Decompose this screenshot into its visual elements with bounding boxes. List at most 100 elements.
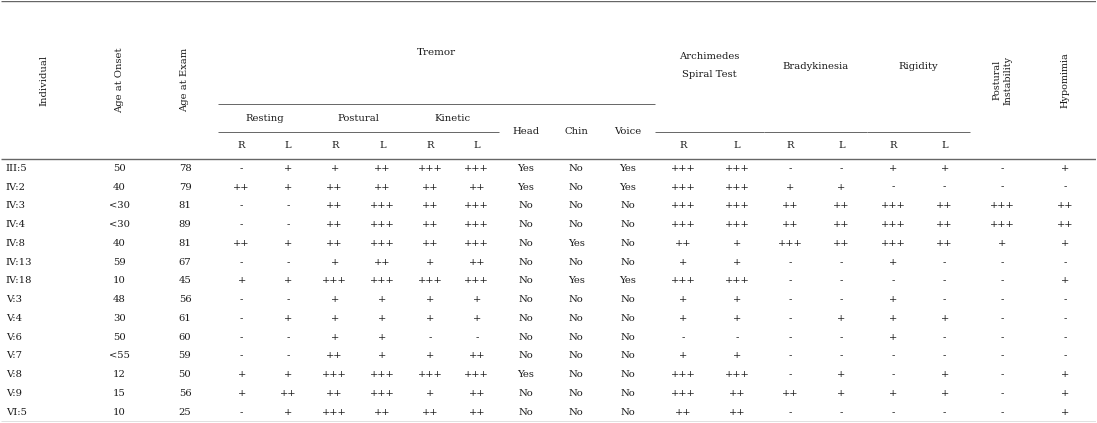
Text: +++: +++ [370,276,395,286]
Text: +: + [889,164,897,173]
Text: +: + [940,370,949,379]
Text: +: + [378,352,386,360]
Text: +: + [1061,389,1070,398]
Text: -: - [943,295,947,304]
Text: ++: ++ [834,201,850,210]
Text: -: - [892,276,895,286]
Text: +: + [284,370,292,379]
Text: -: - [1000,295,1004,304]
Text: +++: +++ [725,164,749,173]
Text: +++: +++ [323,370,347,379]
Text: No: No [519,276,533,286]
Text: Bradykinesia: Bradykinesia [782,62,848,71]
Text: 78: 78 [179,164,191,173]
Text: ++: ++ [782,389,799,398]
Text: +: + [426,258,434,266]
Text: -: - [286,333,290,342]
Text: 81: 81 [179,239,192,248]
Text: -: - [789,408,792,417]
Text: +++: +++ [778,239,802,248]
Text: -: - [1000,276,1004,286]
Text: ++: ++ [327,352,343,360]
Text: +: + [679,352,687,360]
Text: +: + [1061,408,1070,417]
Text: -: - [735,333,739,342]
Text: -: - [240,314,244,323]
Text: Head: Head [512,127,540,136]
Text: <55: <55 [109,352,131,360]
Text: Individual: Individual [39,55,48,106]
Text: IV:2: IV:2 [5,183,25,192]
Text: +++: +++ [418,370,443,379]
Text: ++: ++ [728,389,745,398]
Text: IV:8: IV:8 [5,239,25,248]
Text: -: - [840,164,844,173]
Text: R: R [679,141,687,150]
Text: ++: ++ [422,201,439,210]
Text: +: + [284,164,292,173]
Text: ++: ++ [422,183,439,192]
Text: +: + [1061,164,1070,173]
Text: -: - [1064,295,1067,304]
Text: ++: ++ [327,220,343,229]
Text: +++: +++ [464,239,489,248]
Text: ++: ++ [374,258,391,266]
Text: ++: ++ [374,164,391,173]
Text: +: + [733,314,742,323]
Text: +++: +++ [670,370,695,379]
Text: -: - [286,295,290,304]
Text: -: - [240,352,244,360]
Text: VI:5: VI:5 [5,408,26,417]
Text: +++: +++ [670,276,695,286]
Text: No: No [621,220,635,229]
Text: +: + [284,314,292,323]
Text: ++: ++ [937,239,953,248]
Text: +: + [940,389,949,398]
Text: 89: 89 [179,220,191,229]
Text: Spiral Test: Spiral Test [682,70,737,79]
Text: 59: 59 [113,258,126,266]
Text: -: - [1064,183,1067,192]
Text: +++: +++ [464,220,489,229]
Text: Chin: Chin [564,127,588,136]
Text: +: + [679,295,687,304]
Text: ++: ++ [374,183,391,192]
Text: No: No [569,183,584,192]
Text: +: + [330,314,339,323]
Text: +++: +++ [670,220,695,229]
Text: No: No [569,370,584,379]
Text: +++: +++ [725,220,749,229]
Text: L: L [941,141,948,150]
Text: ++: ++ [234,183,250,192]
Text: +++: +++ [464,370,489,379]
Text: Yes: Yes [568,239,585,248]
Text: V:8: V:8 [5,370,22,379]
Text: +: + [679,314,687,323]
Text: 60: 60 [179,333,191,342]
Text: No: No [569,258,584,266]
Text: -: - [1000,258,1004,266]
Text: +: + [733,258,742,266]
Text: V:7: V:7 [5,352,22,360]
Text: +++: +++ [370,220,395,229]
Text: +++: +++ [370,389,395,398]
Text: -: - [840,333,844,342]
Text: -: - [1000,314,1004,323]
Text: +: + [1061,370,1070,379]
Text: V:6: V:6 [5,333,22,342]
Text: 59: 59 [179,352,191,360]
Text: -: - [240,408,244,417]
Text: +: + [330,164,339,173]
Text: ++: ++ [468,389,485,398]
Text: -: - [943,183,947,192]
Text: V:4: V:4 [5,314,22,323]
Text: No: No [519,408,533,417]
Text: +++: +++ [418,276,443,286]
Text: L: L [380,141,386,150]
Text: -: - [286,352,290,360]
Text: -: - [681,333,685,342]
Text: ++: ++ [1058,201,1074,210]
Text: +++: +++ [670,183,695,192]
Text: No: No [519,239,533,248]
Text: +: + [889,314,897,323]
